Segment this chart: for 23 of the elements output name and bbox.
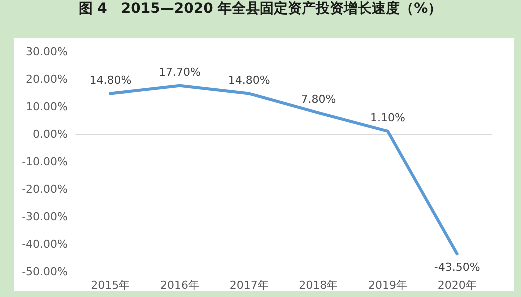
y-tick-label: 30.00% — [26, 46, 68, 58]
y-tick-label: -20.00% — [22, 183, 68, 196]
data-label: 17.70% — [159, 66, 201, 79]
x-tick-label: 2015年 — [91, 279, 130, 292]
data-label: 7.80% — [301, 93, 336, 106]
data-label: 14.80% — [90, 74, 132, 87]
x-tick-label: 2016年 — [160, 279, 200, 292]
y-tick-label: 10.00% — [26, 100, 68, 114]
x-tick-label: 2019年 — [368, 279, 408, 292]
line-series — [109, 84, 459, 256]
data-label: -43.50% — [434, 261, 480, 274]
y-tick-label: 0.00% — [33, 128, 68, 141]
x-tick-label: 2018年 — [299, 279, 338, 292]
y-tick-label: -10.00% — [22, 156, 68, 168]
data-label: 1.10% — [370, 111, 406, 124]
chart-title: 图 4 2015—2020 年全县固定资产投资增长速度（%） — [78, 0, 444, 19]
y-tick-label: -30.00% — [22, 210, 68, 224]
y-tick-label: 20.00% — [26, 73, 68, 86]
y-tick-label: -50.00% — [22, 266, 68, 278]
x-tick-label: 2017年 — [230, 279, 269, 292]
data-label: 14.80% — [228, 74, 270, 87]
y-tick-label: -40.00% — [22, 238, 68, 251]
x-tick-label: 2020年 — [438, 279, 477, 292]
